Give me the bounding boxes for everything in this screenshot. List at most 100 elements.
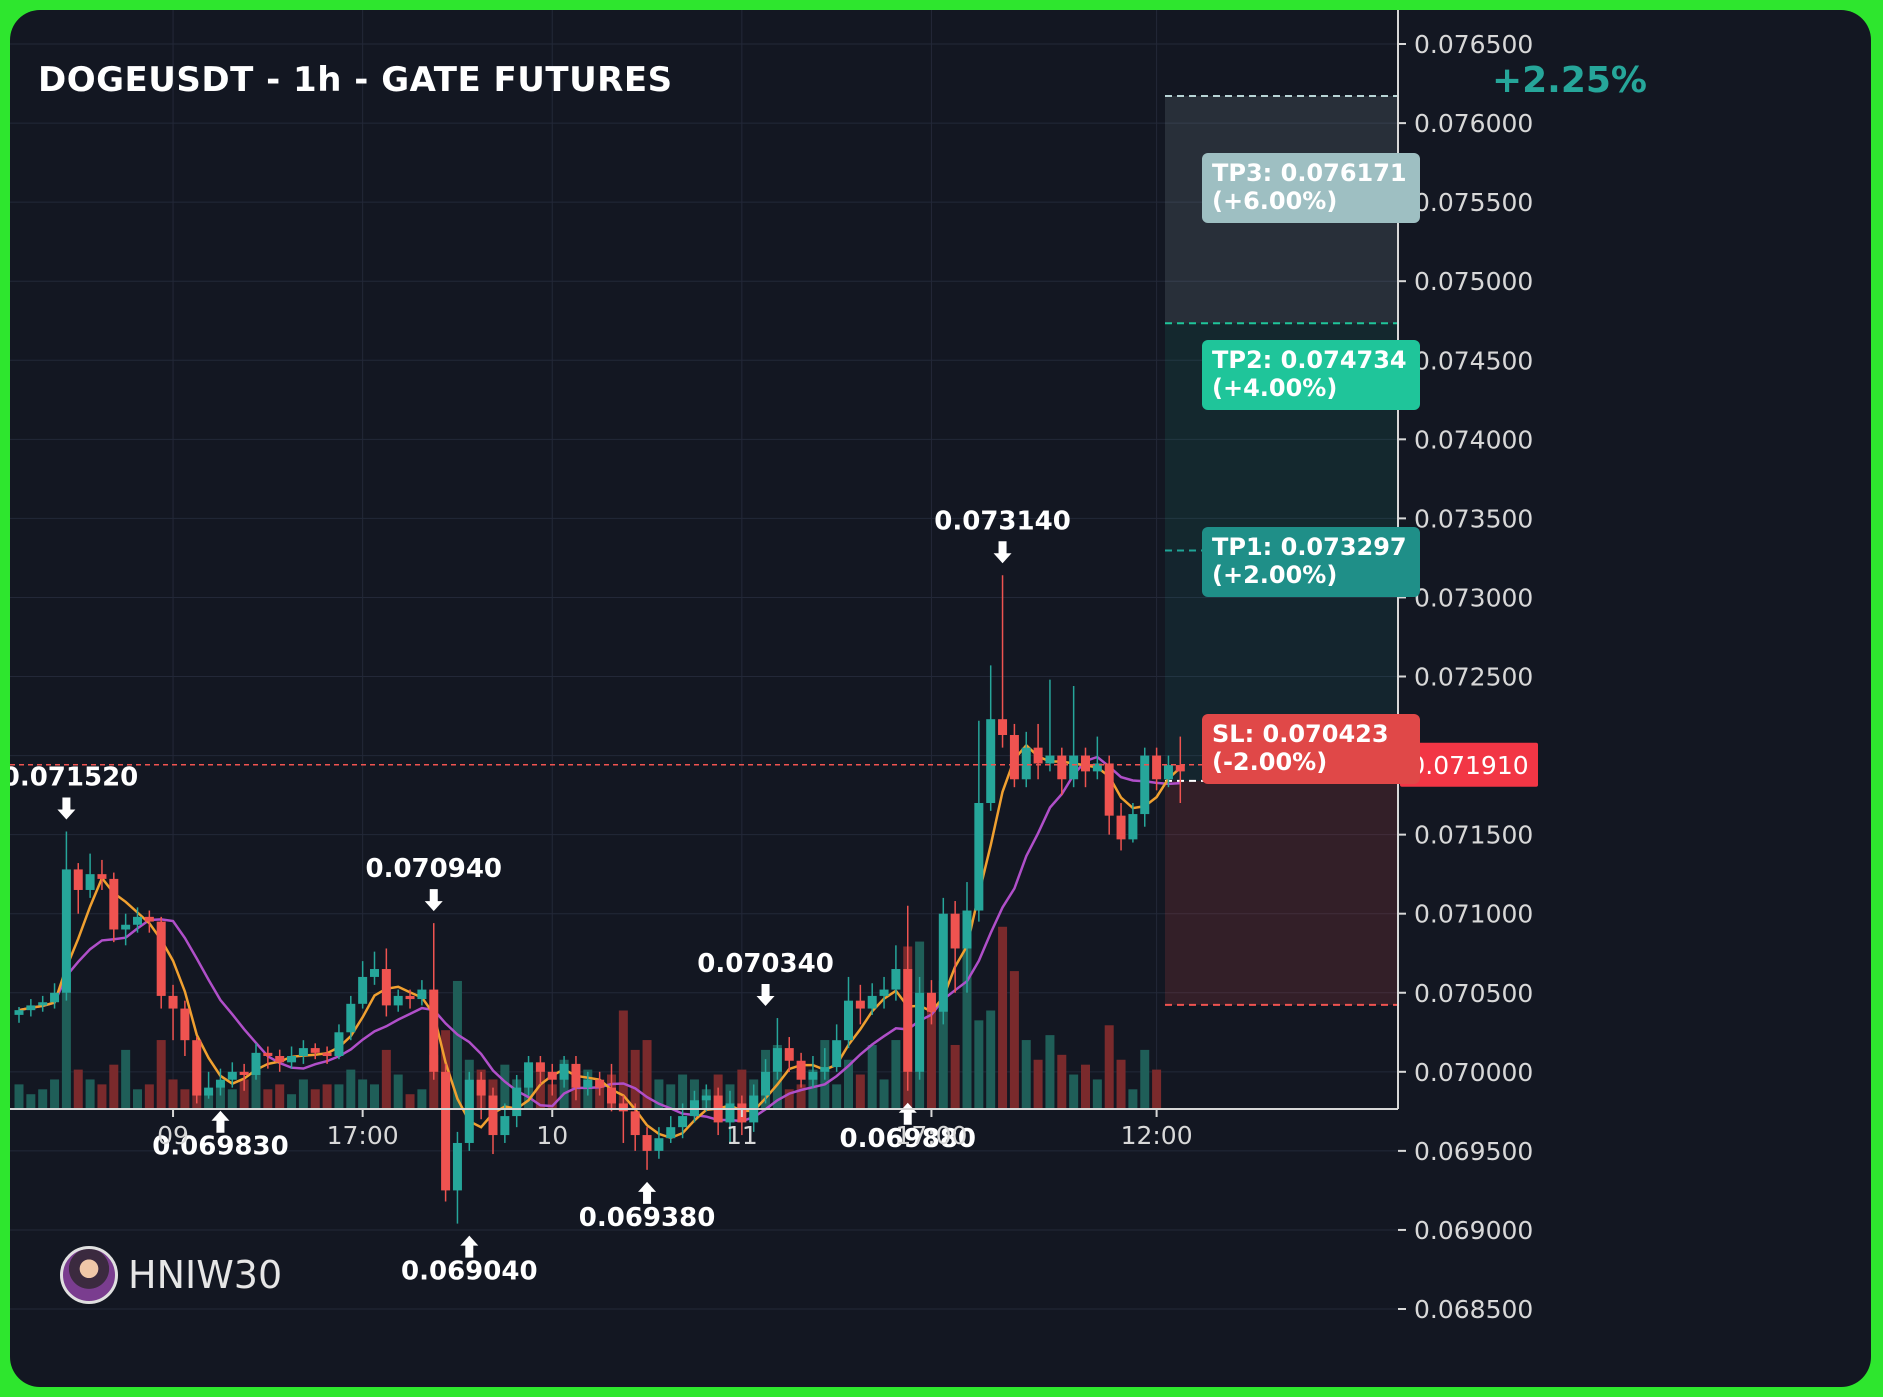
- volume-bar: [310, 1089, 320, 1109]
- y-tick-label: 0.069500: [1414, 1137, 1533, 1166]
- volume-bar: [950, 1044, 960, 1109]
- candle-body: [346, 1003, 356, 1033]
- volume-bar: [855, 1074, 865, 1109]
- candle-body: [867, 995, 877, 1009]
- y-tick-label: 0.075500: [1414, 188, 1533, 217]
- volume-bar: [867, 1044, 877, 1109]
- volume-bar: [227, 1089, 237, 1109]
- candle-body: [263, 1052, 273, 1056]
- candle-body: [168, 995, 178, 1009]
- arrow-up-icon: [460, 1235, 479, 1258]
- y-tick-label: 0.074500: [1414, 346, 1533, 375]
- extreme-price-label: 0.071520: [10, 762, 138, 792]
- volume-bar: [986, 1010, 996, 1109]
- x-tick-label: 17:00: [327, 1121, 399, 1150]
- volume-bar: [1021, 1040, 1031, 1109]
- volume-bar: [204, 1094, 214, 1109]
- candle-body: [844, 1000, 853, 1041]
- candle-body: [974, 803, 984, 911]
- volume-bar: [346, 1069, 356, 1109]
- candle-body: [73, 869, 83, 890]
- candle-body: [950, 913, 960, 949]
- arrow-up-icon: [638, 1181, 657, 1204]
- candle-body: [417, 989, 427, 1000]
- candle-body: [144, 916, 154, 922]
- volume-bar: [334, 1084, 344, 1109]
- volume-bar: [263, 1089, 273, 1109]
- candle-body: [287, 1056, 297, 1063]
- volume-bar: [287, 1094, 297, 1109]
- chart-title: DOGEUSDT - 1h - GATE FUTURES: [38, 60, 673, 100]
- y-tick-label: 0.071500: [1414, 821, 1533, 850]
- price-chart[interactable]: 0.071520 0.069830 0.070940 0.069040 0.069380…: [10, 10, 1871, 1387]
- candle-body: [26, 1005, 36, 1011]
- candle-body: [535, 1062, 545, 1072]
- candle-body: [393, 995, 403, 1006]
- volume-bar: [891, 1040, 901, 1109]
- candle-body: [38, 1002, 48, 1006]
- volume-bar: [1069, 1074, 1079, 1109]
- candle-body: [500, 1116, 510, 1136]
- candle-body: [370, 969, 379, 977]
- candle-body: [559, 1063, 569, 1080]
- candle-body: [14, 1010, 24, 1015]
- stop-loss-zone: [1165, 780, 1398, 1005]
- volume-bar: [962, 912, 972, 1109]
- candle-body: [915, 992, 925, 1072]
- candle-body: [820, 1067, 830, 1072]
- candle-body: [429, 989, 439, 1072]
- volume-bar: [168, 1079, 178, 1109]
- candle-body: [808, 1071, 818, 1080]
- volume-bar: [322, 1084, 332, 1109]
- volume-bar: [1009, 971, 1019, 1109]
- candle-body: [334, 1032, 344, 1056]
- candle-body: [133, 916, 142, 925]
- candle-body: [1045, 755, 1055, 764]
- candle-body: [891, 969, 901, 990]
- volume-bar: [844, 1059, 853, 1109]
- volume-bar: [26, 1094, 36, 1109]
- candle-body: [654, 1138, 664, 1151]
- candle-body: [1033, 747, 1043, 764]
- volume-bar: [381, 1049, 391, 1109]
- author-badge[interactable]: HNIW30: [60, 1246, 282, 1304]
- candle-body: [1152, 755, 1162, 780]
- volume-bar: [121, 1049, 131, 1109]
- candle-body: [275, 1056, 285, 1063]
- tp1-label: TP1: 0.073297 (+2.00%): [1202, 527, 1420, 597]
- volume-bar: [926, 995, 936, 1109]
- y-tick-label: 0.070000: [1414, 1058, 1533, 1087]
- candle-body: [1104, 763, 1114, 816]
- candle-body: [1140, 755, 1150, 815]
- candle-body: [938, 913, 948, 1012]
- volume-bar: [1057, 1054, 1067, 1109]
- candle-body: [998, 719, 1008, 736]
- volume-bar: [1081, 1064, 1090, 1109]
- volume-bar: [14, 1084, 24, 1109]
- volume-bar: [215, 1084, 225, 1109]
- candle-body: [607, 1087, 616, 1104]
- extreme-price-label: 0.069830: [152, 1132, 289, 1162]
- candle-body: [701, 1095, 711, 1101]
- volume-bar: [239, 1079, 249, 1109]
- x-tick-label: 11: [726, 1121, 758, 1150]
- candle-body: [358, 976, 368, 1004]
- volume-bar: [97, 1084, 107, 1109]
- candle-body: [1057, 755, 1067, 780]
- volume-bar: [1092, 1079, 1102, 1109]
- volume-bar: [1104, 1025, 1114, 1109]
- y-tick-label: 0.074000: [1414, 425, 1533, 454]
- last-price-tag: [1400, 742, 1538, 787]
- volume-bar: [180, 1089, 190, 1109]
- candle-body: [1092, 763, 1102, 772]
- volume-bar: [1140, 1049, 1150, 1109]
- volume-bar: [1128, 1089, 1138, 1109]
- y-tick-label: 0.069000: [1414, 1216, 1533, 1245]
- stop-loss-label: SL: 0.070423 (-2.00%): [1202, 714, 1420, 784]
- volume-bar: [654, 1079, 664, 1109]
- volume-bar: [417, 1089, 427, 1109]
- candle-body: [180, 1008, 190, 1041]
- volume-bar: [109, 1064, 119, 1109]
- y-tick-label: 0.070500: [1414, 979, 1533, 1008]
- candle-body: [1128, 814, 1138, 840]
